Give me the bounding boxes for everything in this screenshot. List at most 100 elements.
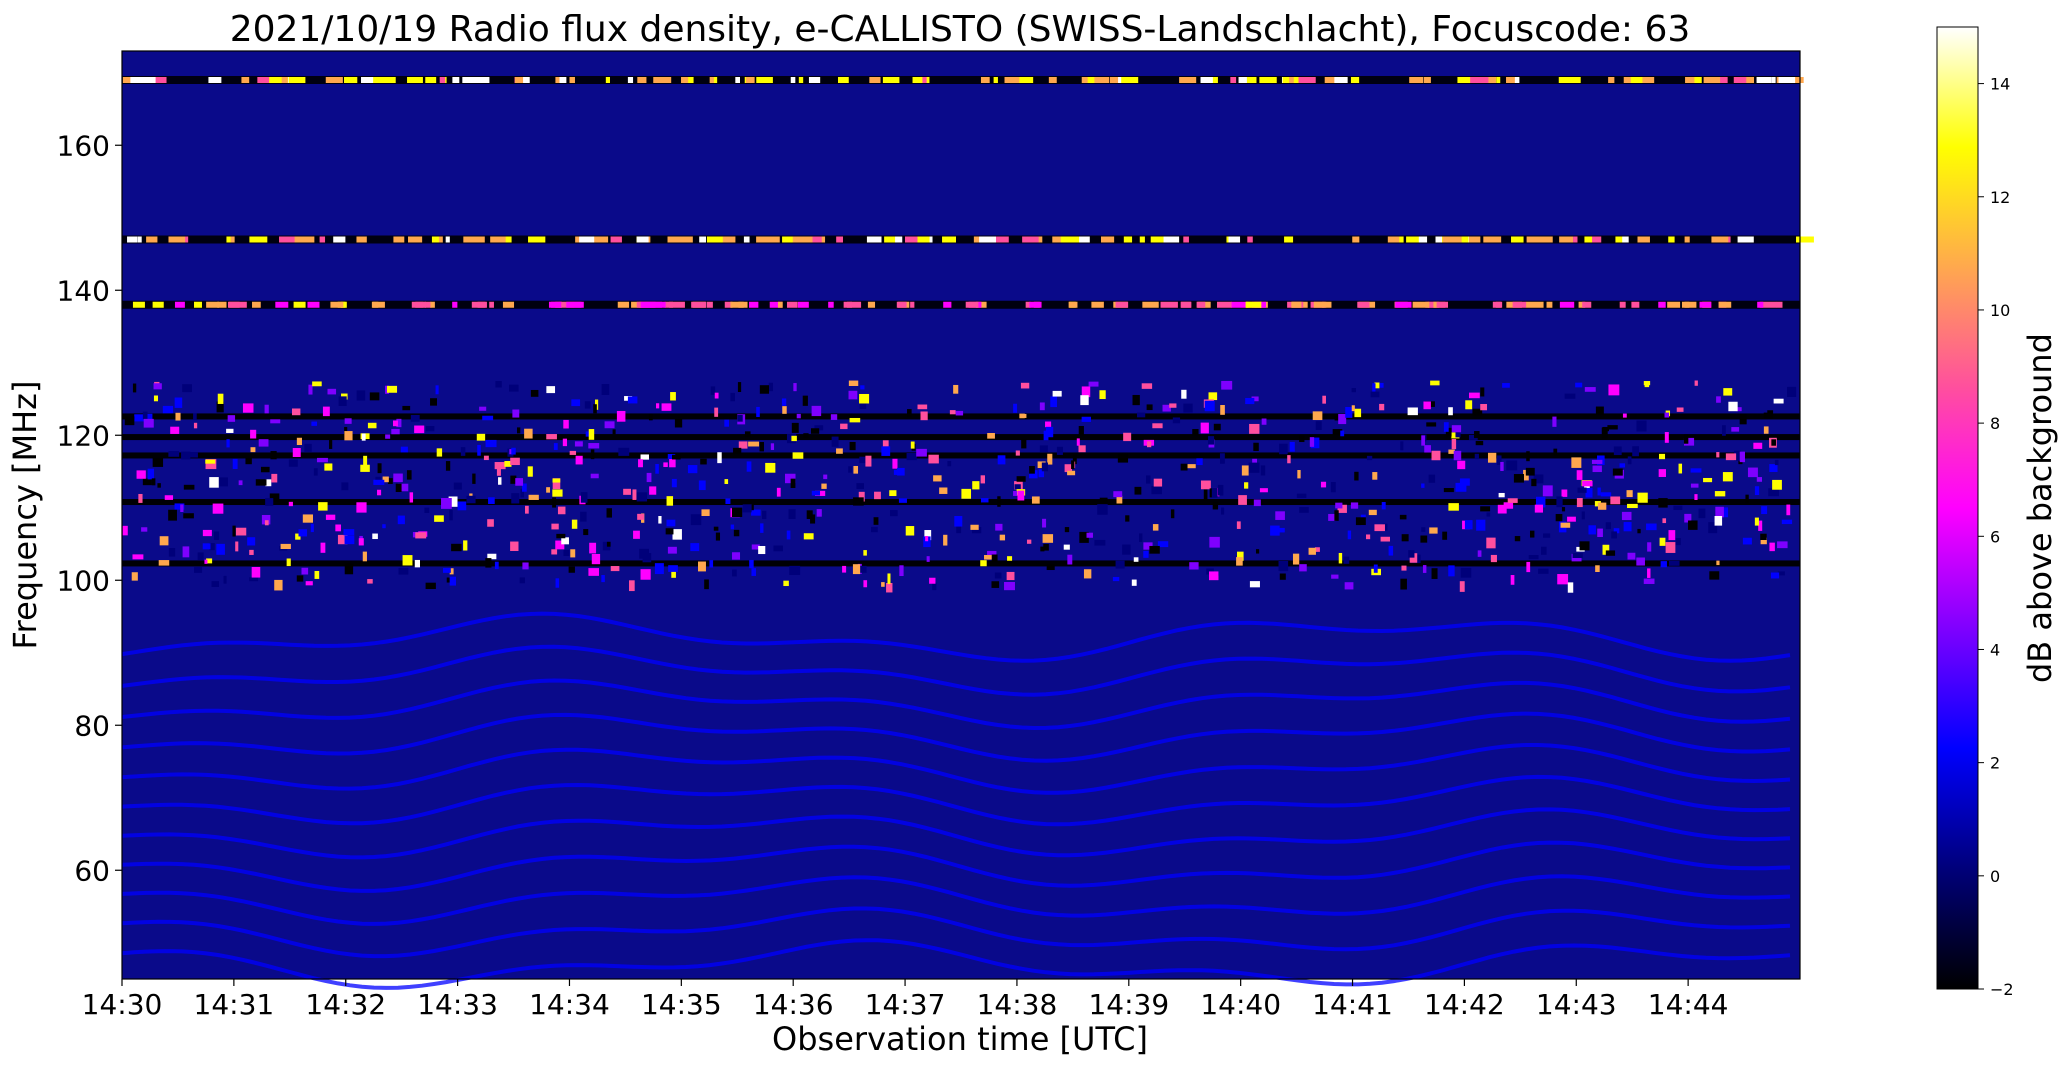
wavy-stripe [121,840,1791,893]
burst-pixel [369,392,380,401]
plot-frame [121,50,1801,980]
burst-pixel [1448,407,1453,416]
burst-pixel [124,416,135,426]
interference-mark [777,301,783,308]
burst-pixel [183,513,194,519]
interference-mark [1739,77,1755,83]
interference-mark [1658,301,1666,308]
burst-pixel [286,558,291,567]
burst-pixel [956,522,962,534]
x-tick-label: 14:33 [417,988,498,1021]
burst-pixel [748,441,760,447]
interference-mark [122,77,131,83]
burst-pixel [953,384,959,394]
interference-mark [249,236,268,243]
burst-pixel [265,498,274,506]
interference-mark [797,236,804,243]
interference-mark [675,236,693,243]
burst-pixel [1588,525,1596,535]
burst-pixel [182,546,190,558]
burst-pixel [1181,389,1187,399]
burst-pixel [415,532,427,539]
burst-pixel [1605,522,1611,530]
burst-pixel [792,452,804,459]
burst-pixel [887,573,891,584]
burst-pixel [136,470,146,479]
burst-pixel [882,440,889,452]
interference-mark [1667,301,1681,308]
burst-pixel [717,452,722,464]
burst-pixel [1113,491,1123,498]
wavy-stripe [121,611,1791,663]
burst-pixel [1769,464,1778,472]
burst-pixel [1213,423,1221,431]
burst-pixel [1475,440,1484,446]
burst-pixel [1660,561,1667,568]
burst-pixel [132,383,137,393]
burst-pixel [205,459,216,464]
burst-pixel [1756,477,1762,482]
burst-pixel [482,415,494,421]
burst-pixel [530,389,539,397]
interference-mark [356,236,367,243]
burst-pixel [970,524,979,530]
burst-pixel [687,465,698,474]
interference-mark [837,77,849,83]
burst-pixel [1143,550,1149,558]
burst-pixel [1351,405,1355,412]
interference-mark [846,301,853,308]
burst-pixel [1531,478,1537,487]
burst-pixel [223,575,227,584]
interference-mark [1179,77,1187,83]
burst-pixel [316,457,328,463]
burst-pixel [860,385,865,390]
burst-pixel [783,580,789,587]
burst-pixel [1767,410,1774,419]
burst-pixel [320,542,326,553]
burst-pixel [296,437,302,446]
burst-pixel [1502,383,1510,388]
burst-pixel [522,562,529,570]
burst-pixel [466,495,476,504]
interference-mark [371,301,385,308]
burst-pixel [1388,545,1394,556]
burst-pixel [1714,491,1726,497]
burst-pixel [781,398,787,406]
burst-pixel [168,451,180,457]
interference-mark [173,236,186,243]
burst-pixel [588,443,600,449]
burst-pixel [668,565,678,572]
interference-mark [424,301,432,308]
burst-pixel [1451,425,1462,433]
burst-pixel [1139,533,1143,543]
burst-pixel [588,429,595,440]
colorbar-tick-label: 0 [1990,867,2000,886]
burst-pixel [1351,387,1357,393]
burst-pixel [1448,565,1455,577]
interference-band [122,76,1800,84]
burst-pixel [269,493,280,502]
burst-pixel [768,382,774,392]
interference-mark [1699,301,1712,308]
colorbar-tick-label: 6 [1990,527,2000,546]
interference-mark [843,301,862,308]
burst-pixel [1465,400,1473,410]
burst-pixel [756,406,760,417]
burst-pixel [1472,408,1483,416]
interference-mark [636,301,642,308]
interference-mark [782,236,793,243]
burst-pixel [1777,571,1785,576]
colorbar-label: dB above background [2021,333,2059,683]
interference-mark [756,236,765,243]
burst-pixel [670,392,676,401]
burst-pixel [811,405,822,417]
burst-pixel [1506,460,1518,471]
burst-pixel [568,566,575,573]
interference-mark [664,301,673,308]
interference-mark [764,236,780,243]
burst-pixel [1157,541,1169,548]
burst-pixel [590,473,599,479]
burst-pixel [1443,488,1454,493]
burst-pixel [1330,482,1336,493]
burst-pixel [298,529,308,537]
